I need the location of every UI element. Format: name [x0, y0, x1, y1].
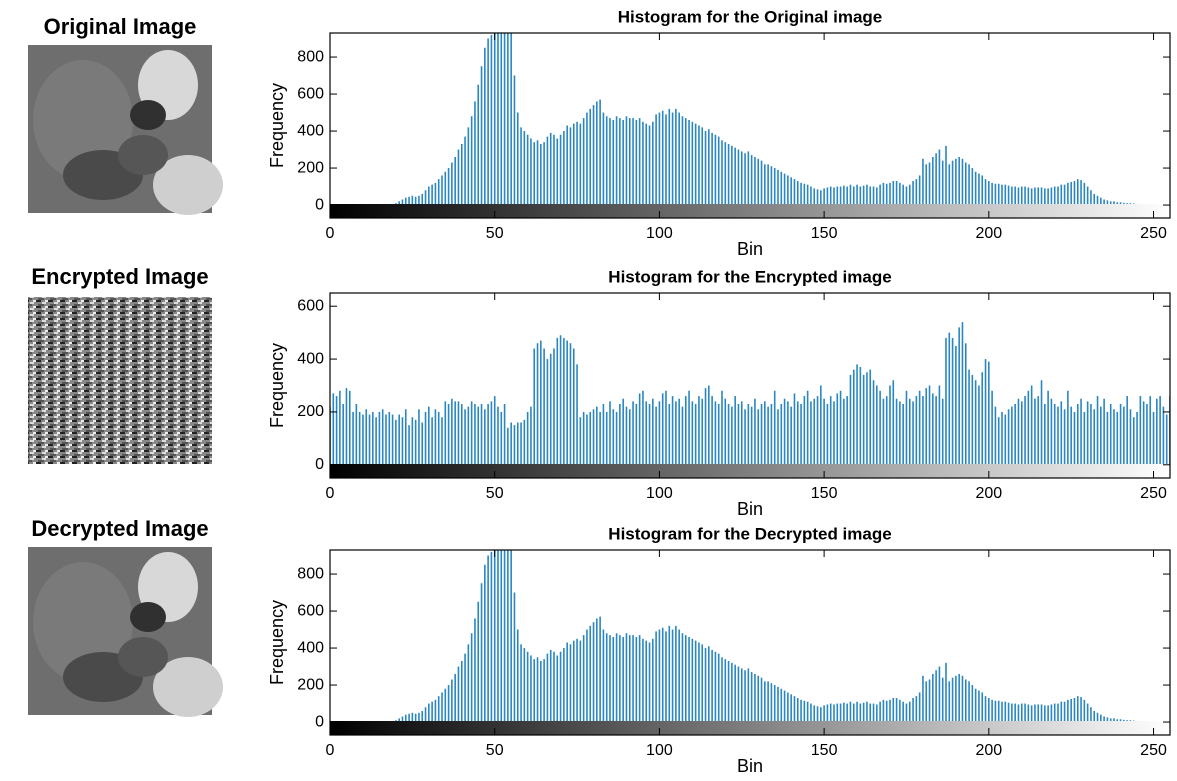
y-tick-label: 400 — [297, 350, 324, 367]
colorbar — [330, 204, 1170, 218]
x-tick-label: 200 — [975, 225, 1002, 242]
decrypted-image — [28, 547, 223, 717]
original-image — [28, 45, 223, 215]
y-tick-label: 0 — [315, 456, 324, 473]
y-tick-label: 600 — [297, 85, 324, 102]
y-tick-label: 400 — [297, 122, 324, 139]
y-tick-label: 200 — [297, 403, 324, 420]
x-tick-label: 250 — [1140, 742, 1167, 759]
x-tick-label: 100 — [646, 742, 673, 759]
plot — [395, 550, 1152, 723]
y-tick-label: 600 — [297, 297, 324, 314]
colorbar — [330, 721, 1170, 735]
y-tick-label: 800 — [297, 565, 324, 582]
x-axis-label: Bin — [737, 239, 763, 259]
image-label: Decrypted Image — [31, 516, 208, 541]
x-axis-label: Bin — [737, 756, 763, 776]
x-tick-label: 150 — [811, 225, 838, 242]
axes-box — [329, 32, 1171, 219]
x-tick-label: 50 — [486, 742, 504, 759]
x-tick-label: 150 — [811, 742, 838, 759]
x-tick-label: 200 — [975, 485, 1002, 502]
plot — [330, 322, 1170, 465]
encrypted-image — [28, 297, 212, 464]
y-axis-label: Frequency — [267, 600, 287, 685]
axes-box — [329, 292, 1171, 479]
plot — [395, 33, 1152, 206]
x-tick-label: 250 — [1140, 225, 1167, 242]
x-tick-label: 100 — [646, 225, 673, 242]
colorbar — [330, 464, 1170, 478]
x-tick-label: 0 — [326, 485, 335, 502]
y-tick-label: 200 — [297, 676, 324, 693]
x-tick-label: 0 — [326, 225, 335, 242]
y-tick-label: 0 — [315, 196, 324, 213]
y-axis-label: Frequency — [267, 83, 287, 168]
y-tick-label: 200 — [297, 159, 324, 176]
image-label: Original Image — [44, 14, 197, 39]
image-label: Encrypted Image — [31, 264, 208, 289]
y-tick-label: 400 — [297, 639, 324, 656]
x-tick-label: 150 — [811, 485, 838, 502]
y-tick-label: 800 — [297, 48, 324, 65]
chart-title: Histogram for the Decrypted image — [608, 524, 891, 543]
y-axis-label: Frequency — [267, 343, 287, 428]
x-tick-label: 250 — [1140, 485, 1167, 502]
chart-title: Histogram for the Original image — [618, 7, 883, 26]
axes-box — [329, 549, 1171, 736]
x-tick-label: 0 — [326, 742, 335, 759]
x-tick-label: 100 — [646, 485, 673, 502]
x-tick-label: 50 — [486, 485, 504, 502]
x-axis-label: Bin — [737, 499, 763, 519]
y-tick-label: 600 — [297, 602, 324, 619]
x-tick-label: 50 — [486, 225, 504, 242]
y-tick-label: 0 — [315, 713, 324, 730]
x-tick-label: 200 — [975, 742, 1002, 759]
chart-title: Histogram for the Encrypted image — [608, 267, 891, 286]
